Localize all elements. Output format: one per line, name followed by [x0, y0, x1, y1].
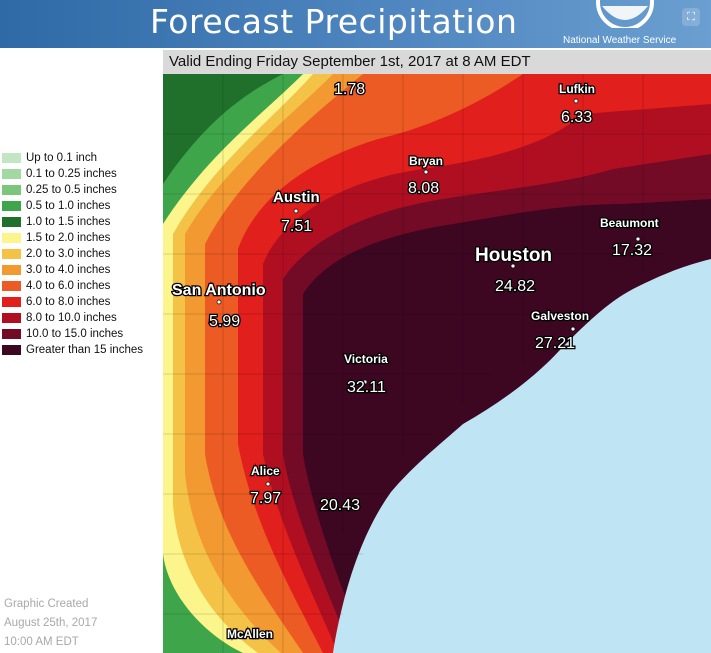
legend-row: 6.0 to 8.0 inches: [2, 294, 143, 310]
value-austin: 7.51: [281, 218, 312, 235]
city-label-bryan: Bryan: [409, 154, 443, 168]
legend-swatch: [2, 329, 21, 339]
legend-label: 1.5 to 2.0 inches: [26, 232, 111, 244]
city-label-austin: Austin: [273, 189, 320, 206]
legend-label: 10.0 to 15.0 inches: [26, 328, 124, 340]
legend-swatch: [2, 201, 21, 211]
city-label-galveston: Galveston: [531, 309, 589, 323]
legend-swatch: [2, 217, 21, 227]
legend-row: 4.0 to 6.0 inches: [2, 278, 143, 294]
legend-label: 0.1 to 0.25 inches: [26, 168, 117, 180]
legend-label: 1.0 to 1.5 inches: [26, 216, 111, 228]
precipitation-map: Lufkin 6.33 Bryan 8.08 Austin 7.51 Beaum…: [163, 74, 711, 653]
city-label-victoria: Victoria: [344, 352, 388, 366]
legend-label: 3.0 to 4.0 inches: [26, 264, 111, 276]
nws-logo-icon: [596, 0, 654, 28]
legend-label: 0.25 to 0.5 inches: [26, 184, 117, 196]
legend-row: 8.0 to 10.0 inches: [2, 310, 143, 326]
legend-row: 2.0 to 3.0 inches: [2, 246, 143, 262]
legend-row: 10.0 to 15.0 inches: [2, 326, 143, 342]
legend-swatch: [2, 345, 21, 355]
city-label-san-antonio: San Antonio: [172, 282, 266, 299]
value-houston: 24.82: [495, 278, 535, 295]
value-san-antonio: 5.99: [209, 313, 240, 330]
fullscreen-icon[interactable]: ⛶: [682, 8, 700, 26]
legend-swatch: [2, 265, 21, 275]
gulf-of-mexico: [333, 259, 711, 653]
value-north: 1.78: [334, 81, 365, 98]
legend-label: Greater than 15 inches: [26, 344, 143, 356]
legend-label: Up to 0.1 inch: [26, 152, 97, 164]
value-galveston: 27.21: [535, 335, 575, 352]
value-alice: 7.97: [250, 490, 281, 507]
legend-row: 3.0 to 4.0 inches: [2, 262, 143, 278]
value-coast: 20.43: [320, 497, 360, 514]
precipitation-legend: Up to 0.1 inch 0.1 to 0.25 inches 0.25 to …: [2, 150, 143, 358]
credit-line-1: Graphic Created: [4, 598, 89, 610]
legend-swatch: [2, 185, 21, 195]
legend-label: 0.5 to 1.0 inches: [26, 200, 111, 212]
city-label-alice: Alice: [251, 464, 280, 478]
value-victoria: 32.11: [347, 379, 386, 396]
legend-swatch: [2, 233, 21, 243]
city-label-mcallen: McAllen: [227, 627, 273, 641]
valid-time-text: Valid Ending Friday September 1st, 2017 …: [169, 53, 531, 70]
header-banner: Forecast Precipitation National Weather …: [0, 0, 711, 48]
legend-row: 0.25 to 0.5 inches: [2, 182, 143, 198]
legend-row: 1.0 to 1.5 inches: [2, 214, 143, 230]
city-label-lufkin: Lufkin: [559, 82, 595, 96]
legend-row: Up to 0.1 inch: [2, 150, 143, 166]
legend-swatch: [2, 169, 21, 179]
credit-line-2: August 25th, 2017: [4, 617, 98, 629]
legend-swatch: [2, 297, 21, 307]
value-bryan: 8.08: [408, 180, 439, 197]
legend-label: 8.0 to 10.0 inches: [26, 312, 117, 324]
county-lines: [163, 74, 711, 653]
city-label-beaumont: Beaumont: [600, 216, 659, 230]
legend-label: 6.0 to 8.0 inches: [26, 296, 111, 308]
valid-time-bar: Valid Ending Friday September 1st, 2017 …: [163, 50, 711, 74]
page-title: Forecast Precipitation: [150, 2, 518, 41]
graphic-created-note: Graphic Created August 25th, 2017 10:00 …: [4, 595, 97, 652]
value-beaumont: 17.32: [612, 242, 652, 259]
legend-row: 0.1 to 0.25 inches: [2, 166, 143, 182]
legend-label: 4.0 to 6.0 inches: [26, 280, 111, 292]
legend-swatch: [2, 313, 21, 323]
legend-swatch: [2, 249, 21, 259]
legend-row: Greater than 15 inches: [2, 342, 143, 358]
legend-label: 2.0 to 3.0 inches: [26, 248, 111, 260]
city-label-houston: Houston: [475, 245, 552, 266]
legend-row: 0.5 to 1.0 inches: [2, 198, 143, 214]
agency-name: National Weather Service: [563, 35, 677, 46]
legend-swatch: [2, 281, 21, 291]
city-markers: [216, 98, 641, 487]
legend-row: 1.5 to 2.0 inches: [2, 230, 143, 246]
value-lufkin: 6.33: [561, 109, 592, 126]
credit-line-3: 10:00 AM EDT: [4, 636, 79, 648]
legend-swatch: [2, 153, 21, 163]
